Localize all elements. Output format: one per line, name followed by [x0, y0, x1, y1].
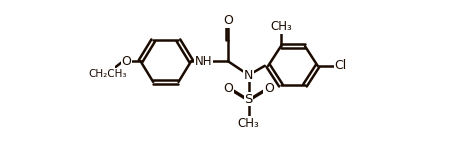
Text: Cl: Cl	[335, 59, 347, 72]
Text: N: N	[244, 69, 253, 81]
Text: CH₃: CH₃	[270, 20, 292, 33]
Text: O: O	[121, 55, 131, 68]
Text: CH₂CH₃: CH₂CH₃	[89, 69, 127, 79]
Text: S: S	[244, 93, 253, 106]
Text: O: O	[264, 82, 274, 95]
Text: CH₃: CH₃	[238, 117, 260, 130]
Text: O: O	[223, 82, 233, 95]
Text: NH: NH	[195, 55, 212, 68]
Text: O: O	[223, 14, 233, 27]
